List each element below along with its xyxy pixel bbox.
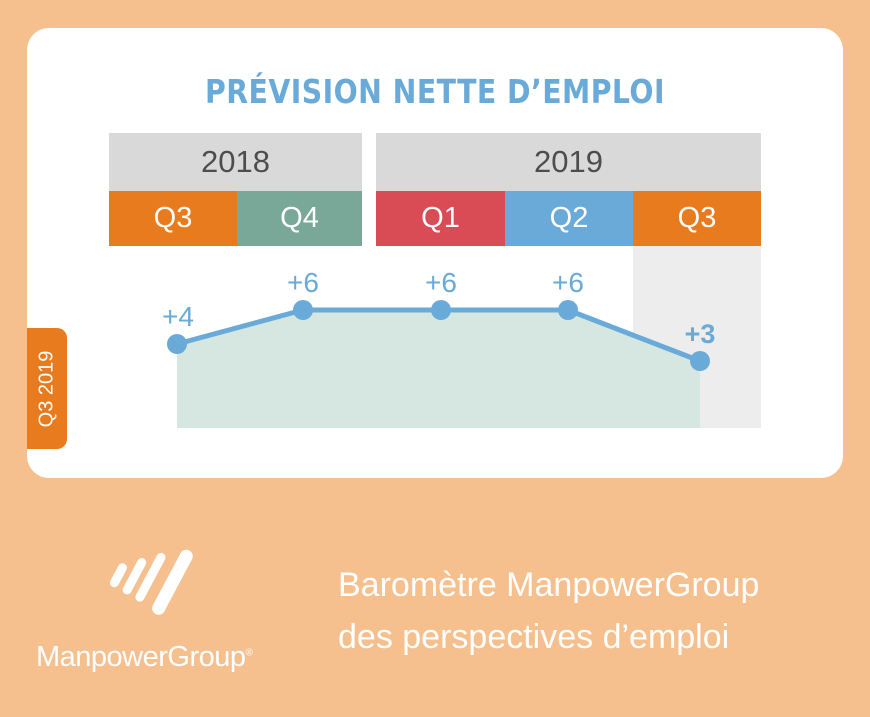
data-point-4 [558,300,578,320]
outlook-area [177,310,700,428]
quarter-header-q1-2019: Q1 [376,191,505,246]
quarter-header-q3-2019: Q3 [633,191,761,246]
quarter-header-q4-2018: Q4 [237,191,362,246]
data-label-3: +6 [425,267,457,298]
manpowergroup-logo-icon [109,549,193,615]
tagline-line-2: des perspectives d’emploi [338,618,730,656]
year-header-2018: 2018 [109,133,362,191]
chart-title: PRÉVISION NETTE D’EMPLOI [205,72,665,111]
data-point-1 [167,334,187,354]
data-label-2: +6 [287,267,319,298]
quarter-header-q3-2018: Q3 [109,191,237,246]
data-label-4: +6 [552,267,584,298]
period-tab-label: Q3 2019 [35,350,58,427]
quarter-header-q2-2019: Q2 [505,191,633,246]
brand-name-text: ManpowerGroup [36,641,246,673]
tagline-line-1: Baromètre ManpowerGroup [338,566,760,604]
year-header-2019: 2019 [376,133,761,191]
registered-mark: ® [245,647,253,659]
data-point-3 [431,300,451,320]
data-point-2 [293,300,313,320]
data-point-5 [690,351,710,371]
data-label-5: +3 [685,319,716,349]
data-label-1: +4 [162,301,194,332]
period-tab: Q3 2019 [27,328,67,449]
brand-name: ManpowerGroup® [36,641,253,674]
